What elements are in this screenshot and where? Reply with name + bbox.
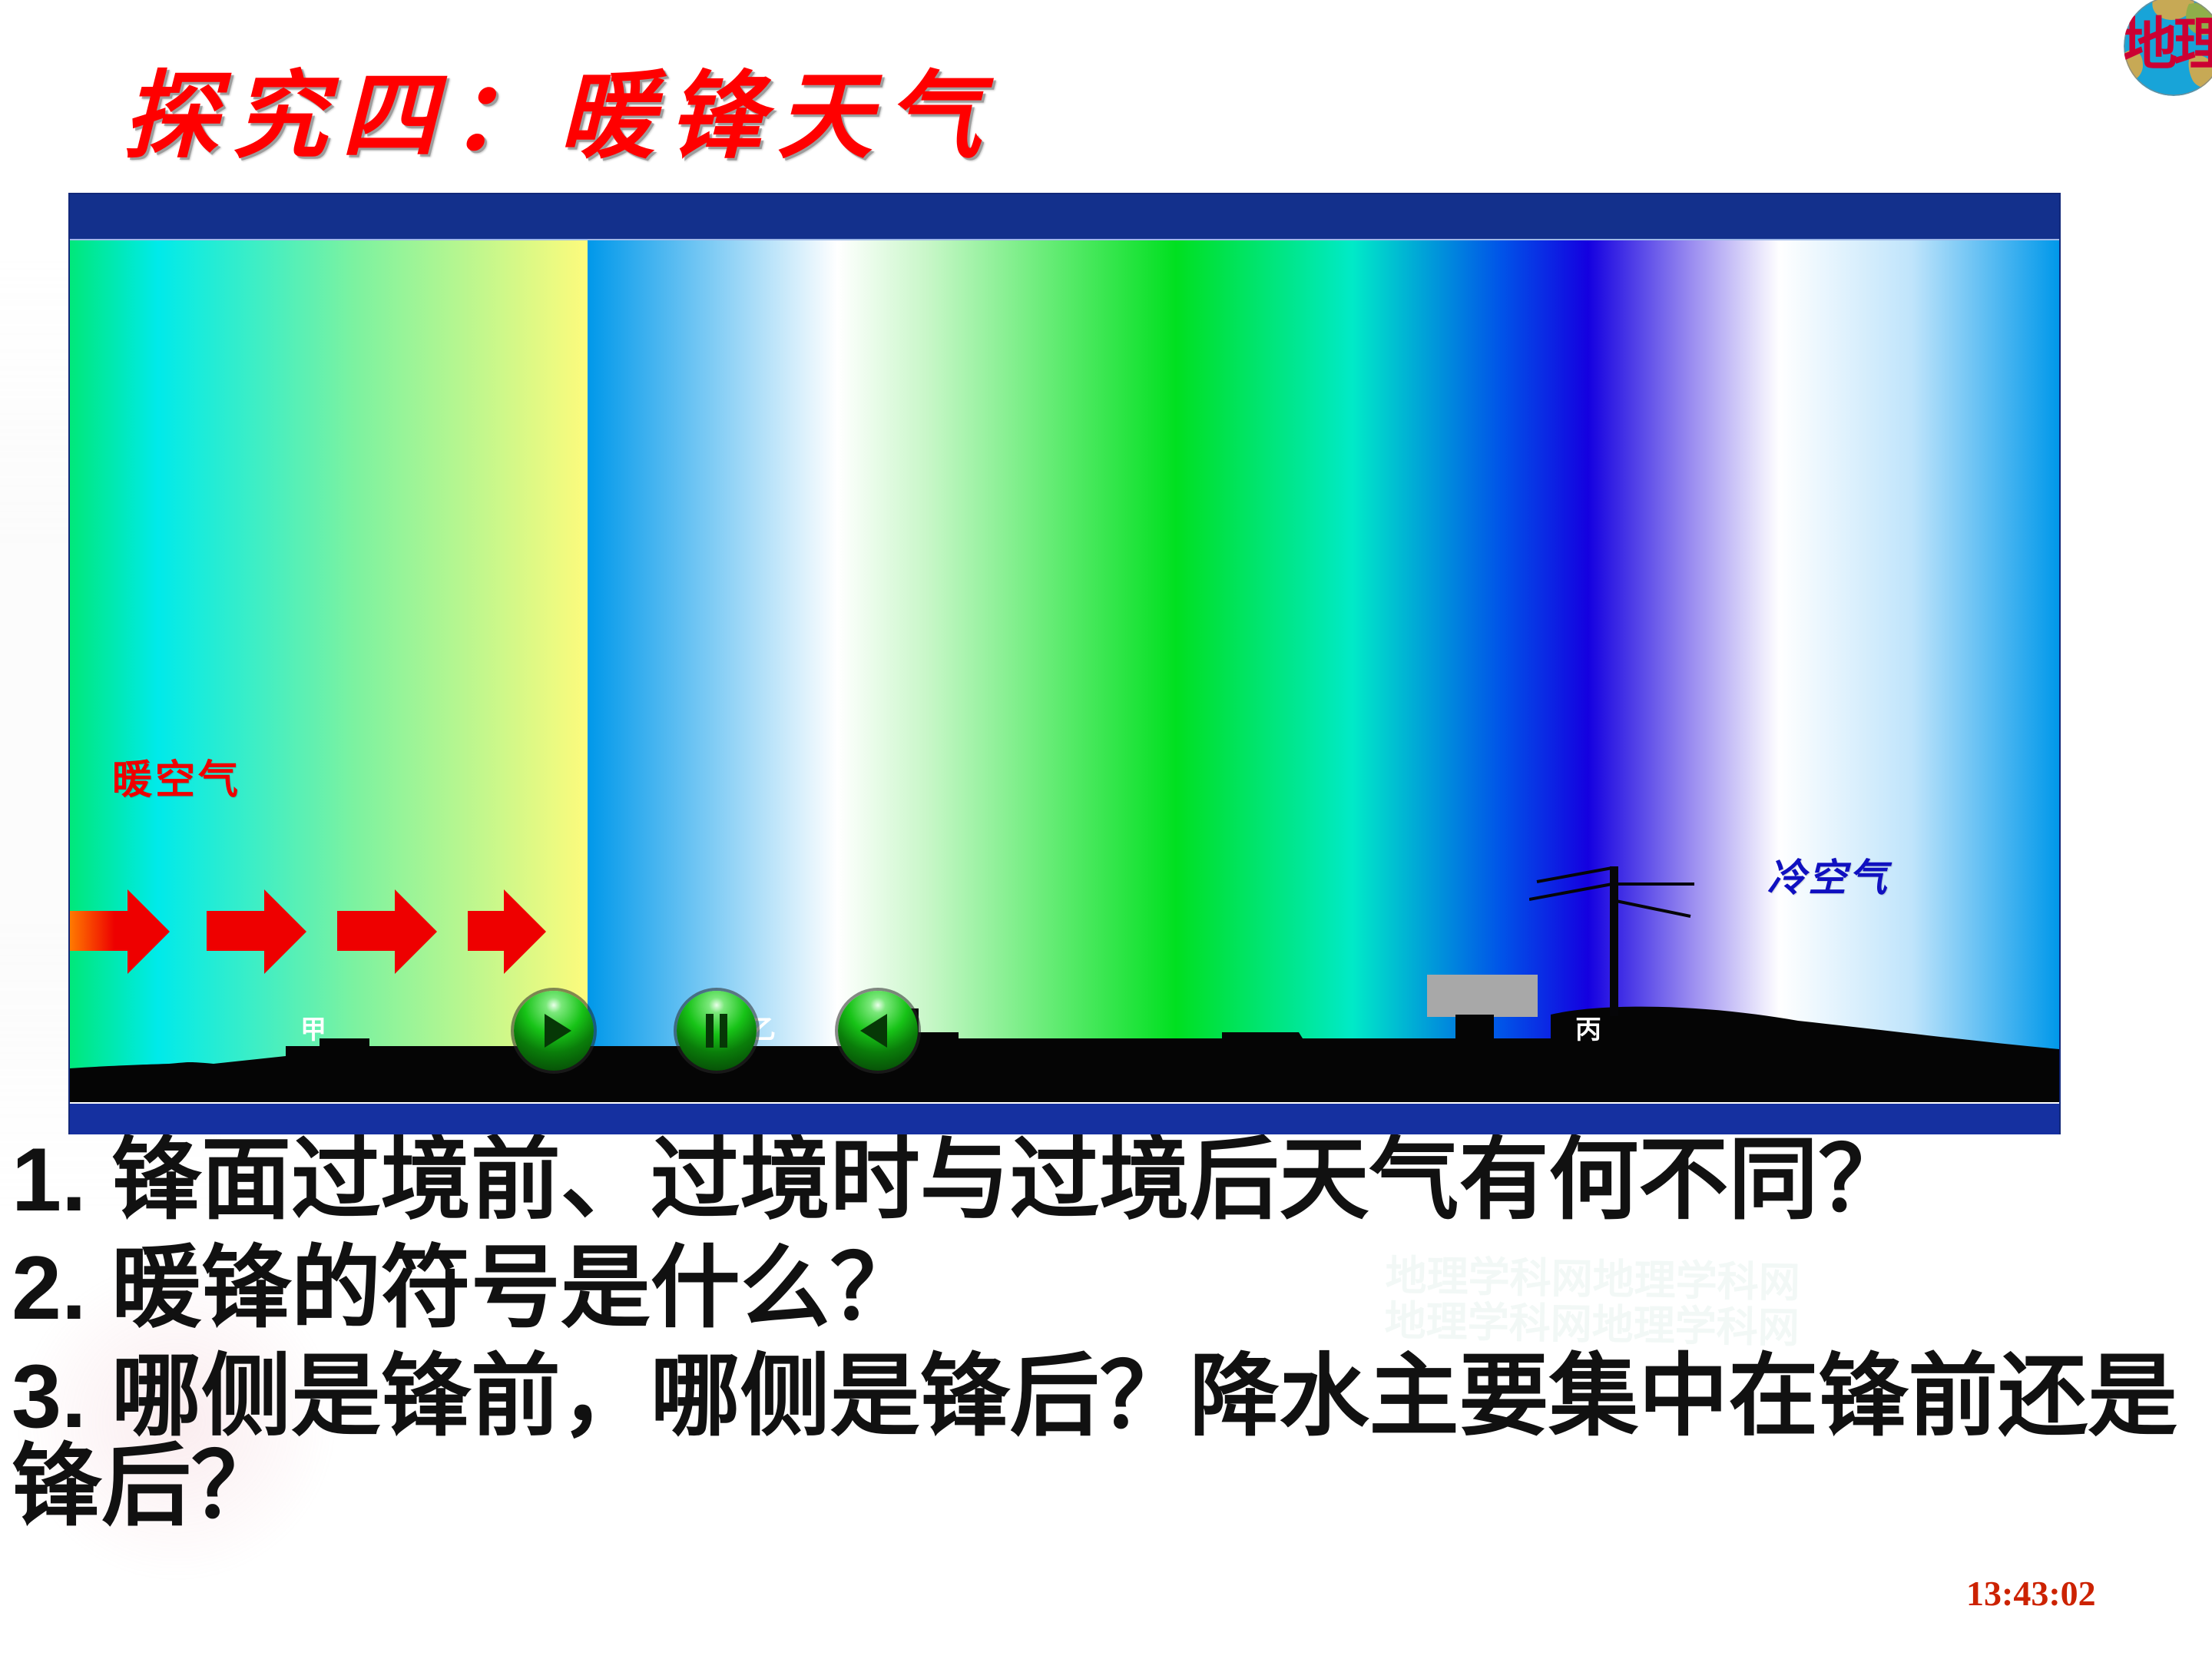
svg-text:地理: 地理: [2124, 12, 2212, 76]
